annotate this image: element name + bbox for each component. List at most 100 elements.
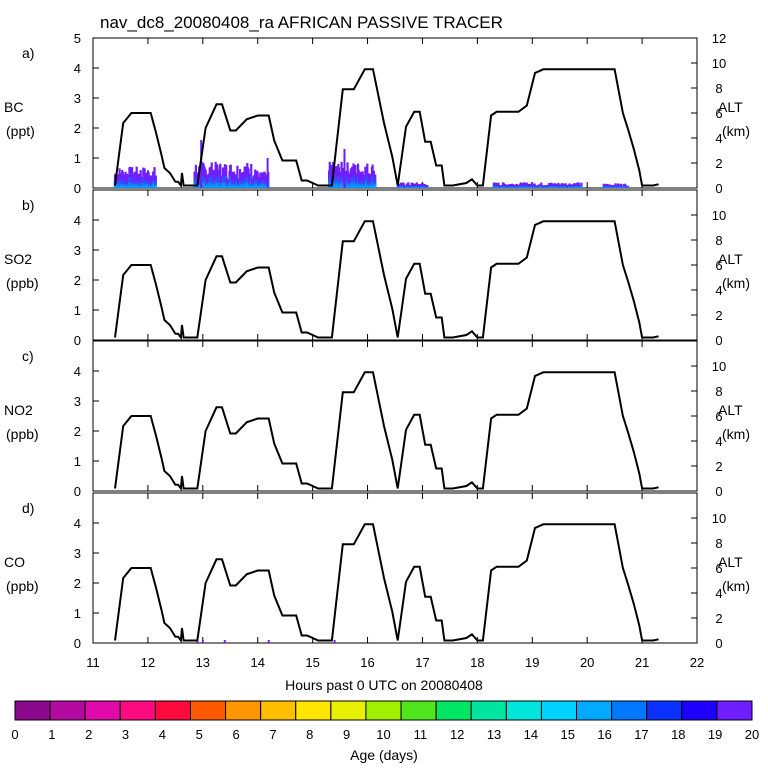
- panel-label: a): [22, 45, 34, 61]
- colorbar-tick-label: 20: [745, 727, 759, 742]
- colorbar-swatch: [154, 700, 191, 721]
- y-tick-label: 0: [74, 636, 81, 651]
- x-tick-label: 12: [141, 655, 155, 670]
- alt-tick-label: 6: [715, 561, 722, 576]
- colorbar-swatch: [646, 700, 683, 721]
- alt-tick-label: 0: [715, 333, 722, 348]
- alt-tick-label: 4: [715, 586, 722, 601]
- x-axis-label: Hours past 0 UTC on 20080408: [285, 677, 483, 693]
- alt-label: ALT: [718, 402, 743, 418]
- colorbar-swatch: [189, 700, 227, 721]
- colorbar-swatch: [84, 700, 121, 721]
- alt-tick-label: 4: [715, 131, 722, 146]
- colorbar-swatch: [295, 700, 332, 721]
- colorbar-swatch: [365, 700, 402, 721]
- x-tick-label: 14: [250, 655, 264, 670]
- x-tick-label: 20: [580, 655, 594, 670]
- alt-units-label: (km): [722, 275, 750, 291]
- colorbar-swatch: [540, 700, 578, 721]
- species-label: BC: [4, 99, 23, 115]
- colorbar-swatch: [49, 700, 86, 721]
- alt-tick-label: 10: [712, 359, 726, 374]
- colorbar-swatch: [435, 700, 472, 721]
- panel-frame: [92, 492, 698, 644]
- alt-units-label: (km): [722, 426, 750, 442]
- altitude-line: [114, 220, 659, 341]
- colorbar-tick-label: 17: [634, 727, 648, 742]
- x-tick-label: 13: [196, 655, 210, 670]
- colorbar-swatch: [225, 700, 262, 721]
- units-label: (ppb): [6, 578, 39, 594]
- y-tick-label: 2: [74, 273, 81, 288]
- panels-group: 012345024681012a)BC(ppt)ALT(km)012340246…: [4, 31, 750, 670]
- colorbar-tick-label: 13: [487, 727, 501, 742]
- y-tick-label: 4: [74, 61, 81, 76]
- y-tick-label: 1: [74, 454, 81, 469]
- panel-frame: [92, 340, 698, 492]
- species-label: CO: [4, 554, 25, 570]
- colorbar-tick-label: 18: [671, 727, 685, 742]
- panel-no2: 0 1 2 3 4 0 2 4 6 8 10 c) NO2 (ppb) ALT (km): [4, 340, 750, 499]
- chart-title: nav_dc8_20080408_ra AFRICAN PASSIVE TRAC…: [100, 13, 503, 32]
- y-tick-label: 3: [74, 546, 81, 561]
- alt-tick-label: 8: [715, 384, 722, 399]
- panel-co: 0 1 2 3 4 0 2 4 6 8 10 d) CO (ppb) ALT (km): [4, 492, 750, 651]
- panel-label: d): [22, 500, 34, 516]
- colorbar-swatch: [260, 700, 297, 721]
- altitude-line: [114, 371, 659, 492]
- colorbar-tick-label: 6: [232, 727, 239, 742]
- colorbar-tick-label: 12: [450, 727, 464, 742]
- colorbar-tick-label: 2: [85, 727, 92, 742]
- y-tick-label: 0: [74, 181, 81, 196]
- y-tick-label: 4: [74, 516, 81, 531]
- y-tick-label: 1: [74, 303, 81, 318]
- alt-label: ALT: [718, 251, 743, 267]
- colorbar-swatch: [119, 700, 156, 721]
- alt-label: ALT: [718, 554, 743, 570]
- colorbar-tick-label: 7: [269, 727, 276, 742]
- alt-tick-label: 8: [715, 536, 722, 551]
- y-tick-label: 2: [74, 424, 81, 439]
- alt-units-label: (km): [722, 578, 750, 594]
- colorbar-tick-label: 0: [11, 727, 18, 742]
- alt-label: ALT: [718, 99, 743, 115]
- y-tick-label: 1: [74, 606, 81, 621]
- alt-tick-label: 10: [712, 56, 726, 71]
- x-tick-label: 22: [690, 655, 704, 670]
- y-tick-label: 3: [74, 91, 81, 106]
- x-tick-label: 17: [415, 655, 429, 670]
- colorbar-tick-label: 11: [414, 727, 428, 742]
- species-label: SO2: [4, 251, 32, 267]
- alt-tick-label: 2: [715, 459, 722, 474]
- colorbar-tick-label: 8: [306, 727, 313, 742]
- x-tick-label: 19: [525, 655, 539, 670]
- alt-tick-label: 2: [715, 156, 722, 171]
- colorbar-label: Age (days): [350, 747, 418, 763]
- y-tick-label: 2: [74, 576, 81, 591]
- alt-tick-label: 0: [715, 636, 722, 651]
- colorbar-tick-label: 4: [159, 727, 166, 742]
- y-tick-label: 3: [74, 394, 81, 409]
- y-tick-label: 0: [74, 484, 81, 499]
- units-label: (ppb): [6, 275, 39, 291]
- colorbar-swatch: [505, 700, 542, 721]
- colorbar-tick-label: 5: [196, 727, 203, 742]
- units-label: (ppb): [6, 426, 39, 442]
- colorbar-tick-label: 16: [597, 727, 611, 742]
- y-tick-label: 3: [74, 243, 81, 258]
- colorbar-tick-label: 19: [708, 727, 722, 742]
- alt-tick-label: 2: [715, 308, 722, 323]
- alt-units-label: (km): [722, 123, 750, 139]
- y-tick-label: 1: [74, 151, 81, 166]
- alt-tick-label: 10: [712, 208, 726, 223]
- colorbar-swatch: [330, 700, 367, 721]
- panel-frame: [92, 189, 698, 341]
- x-tick-labels: 11 12 13 14 15 16 17 18 19 20 21 22: [86, 655, 704, 670]
- colorbar-tick-label: 1: [48, 727, 55, 742]
- panel-frame: [92, 37, 698, 189]
- alt-tick-label: 2: [715, 611, 722, 626]
- colorbar-swatch: [576, 700, 613, 721]
- colorbar: 0 1 2 3 4 5 6 7 8 9 10 11 12 13 14 15 16 17 18 19 20: [11, 700, 759, 742]
